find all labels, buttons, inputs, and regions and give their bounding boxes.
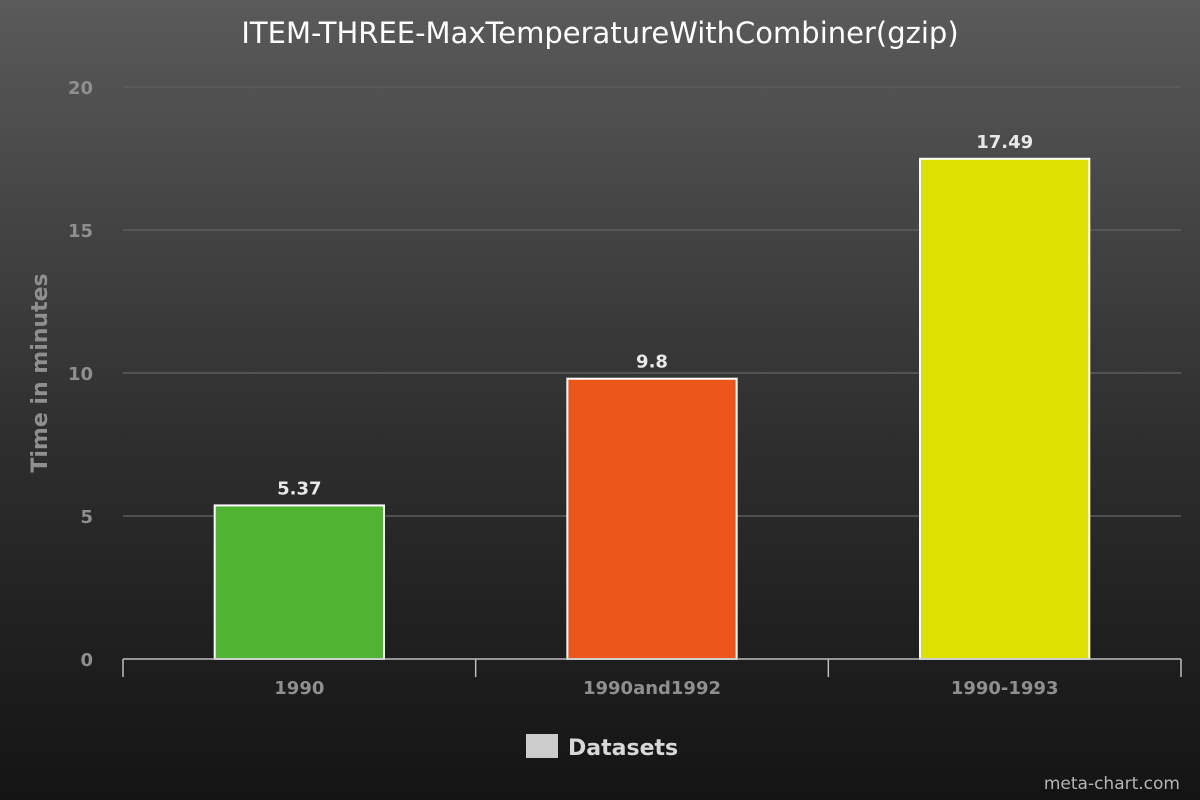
y-axis-label: Time in minutes bbox=[28, 273, 53, 472]
x-tick-label: 1990 bbox=[274, 678, 324, 699]
bar[interactable] bbox=[213, 504, 385, 660]
chart-title: ITEM-THREE-MaxTemperatureWithCombiner(gz… bbox=[241, 16, 958, 50]
bar-value-label: 5.37 bbox=[277, 478, 321, 499]
y-tick-label: 0 bbox=[80, 650, 93, 671]
legend[interactable]: Datasets bbox=[526, 734, 678, 761]
y-tick-label: 5 bbox=[80, 507, 93, 528]
y-tick-label: 10 bbox=[68, 364, 93, 385]
y-tick-label: 20 bbox=[68, 78, 93, 99]
x-axis: 1990 1990and1992 1990-1993 bbox=[122, 658, 1182, 699]
bar[interactable] bbox=[919, 157, 1091, 660]
x-tick-label: 1990and1992 bbox=[583, 678, 721, 699]
legend-swatch[interactable] bbox=[526, 734, 558, 758]
bar-value-label: 17.49 bbox=[976, 132, 1033, 153]
bar[interactable] bbox=[566, 377, 738, 660]
y-tick-label: 15 bbox=[68, 221, 93, 242]
bar-value-label: 9.8 bbox=[636, 352, 668, 373]
credit-link[interactable]: meta-chart.com bbox=[1044, 774, 1180, 794]
legend-label[interactable]: Datasets bbox=[568, 736, 678, 761]
y-axis-ticks: 0 5 10 15 20 bbox=[68, 78, 93, 671]
x-tick-label: 1990-1993 bbox=[951, 678, 1059, 699]
bars: 5.37 9.8 17.49 bbox=[213, 132, 1091, 660]
